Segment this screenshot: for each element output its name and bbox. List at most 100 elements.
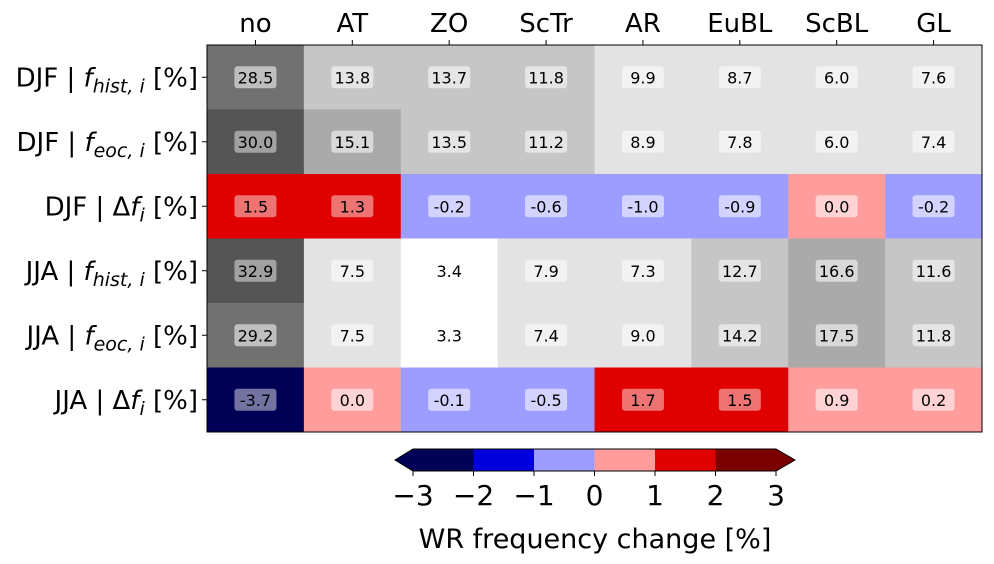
cell-value-label: 11.8	[916, 326, 952, 345]
cell-label-box	[912, 195, 955, 218]
cell-label-box	[718, 130, 761, 153]
cell-label-box	[815, 324, 858, 347]
cell-value-label: 1.7	[630, 391, 655, 410]
cell-label-box	[621, 130, 664, 153]
cell-value-label: -0.2	[434, 197, 465, 216]
row-label: DJF | feoc, i [%]	[17, 128, 198, 162]
column-label: EuBL	[707, 9, 773, 39]
cell-label-box	[331, 130, 374, 153]
cell-value-label: 16.6	[819, 262, 855, 281]
cell-label-box	[815, 130, 858, 153]
cell-label-box	[525, 324, 568, 347]
cell-value-label: 8.9	[630, 133, 655, 152]
cell-value-label: 6.0	[824, 68, 849, 87]
heatmap-cell-labels: 28.5 13.8 13.7 11.8 9.9 8.7 6.0 7.6 30.0 15.1 13.5…	[234, 66, 955, 411]
cell-value-label: 17.5	[819, 326, 855, 345]
column-label: AR	[625, 9, 661, 39]
cell-label-box	[331, 66, 374, 89]
colorbar-tick-label: 1	[646, 479, 664, 512]
row-label: JJA | feoc, i [%]	[24, 321, 198, 355]
cell-label-box	[525, 195, 568, 218]
heatmap-cell	[207, 109, 305, 175]
cell-label-box	[525, 259, 568, 282]
cell-value-label: 11.2	[528, 133, 564, 152]
cell-value-label: 30.0	[238, 133, 274, 152]
cell-value-label: 7.5	[340, 326, 365, 345]
cell-value-label: 12.7	[722, 262, 758, 281]
colorbar-segment	[473, 449, 535, 471]
cell-label-box	[234, 259, 277, 282]
cell-label-box	[718, 66, 761, 89]
cell-value-label: 7.5	[340, 262, 365, 281]
heatmap-cells	[207, 45, 983, 433]
colorbar-tick-label: 3	[767, 479, 785, 512]
cell-value-label: 7.6	[921, 68, 946, 87]
column-label: ScBL	[805, 9, 869, 39]
cell-label-box	[912, 259, 955, 282]
cell-label-box	[912, 66, 955, 89]
cell-value-label: -0.6	[530, 197, 561, 216]
cell-label-box	[621, 324, 664, 347]
cell-value-label: 15.1	[335, 133, 371, 152]
colorbar-label: WR frequency change [%]	[419, 524, 772, 555]
cell-label-box	[234, 195, 277, 218]
cell-value-label: -0.1	[434, 391, 465, 410]
cell-value-label: 32.9	[238, 262, 274, 281]
cell-value-label: 0.2	[921, 391, 946, 410]
column-label: ZO	[430, 9, 468, 39]
cell-label-box	[428, 388, 471, 411]
cell-value-label: 1.3	[340, 197, 365, 216]
cell-value-label: 3.4	[436, 262, 461, 281]
cell-label-box	[621, 195, 664, 218]
heatmap-cell	[400, 238, 499, 304]
colorbar-segment	[413, 449, 474, 471]
cell-label-box	[234, 388, 277, 411]
cell-label-box	[428, 66, 471, 89]
cell-label-box	[621, 388, 664, 411]
heatmap-cell	[207, 367, 305, 433]
cell-label-box	[815, 388, 858, 411]
row-label: DJF | fhist, i [%]	[16, 63, 198, 97]
cell-label-box	[525, 130, 568, 153]
cell-value-label: 13.7	[431, 68, 467, 87]
cell-value-label: 1.5	[727, 391, 752, 410]
cell-value-label: -3.7	[240, 391, 271, 410]
heatmap-cell	[400, 303, 499, 368]
cell-value-label: 14.2	[722, 326, 758, 345]
cell-label-box	[331, 259, 374, 282]
column-label: ScTr	[519, 9, 573, 39]
cell-value-label: 7.8	[727, 133, 752, 152]
cell-label-box	[912, 130, 955, 153]
cell-label-box	[621, 66, 664, 89]
row-label: JJA | Δfi [%]	[53, 386, 198, 420]
cell-label-box	[234, 66, 277, 89]
cell-value-label: -0.5	[530, 391, 561, 410]
colorbar-segment	[655, 449, 716, 471]
cell-label-box	[331, 388, 374, 411]
cell-value-label: 6.0	[824, 133, 849, 152]
colorbar-under-arrow	[395, 449, 413, 471]
cell-value-label: 7.3	[630, 262, 655, 281]
row-label: DJF | Δfi [%]	[45, 192, 198, 226]
colorbar-tick-label: −2	[453, 479, 494, 512]
cell-value-label: 11.6	[916, 262, 952, 281]
heatmap-cell	[594, 367, 692, 433]
cell-label-box	[718, 195, 761, 218]
column-label: no	[239, 9, 271, 39]
cell-value-label: 8.7	[727, 68, 752, 87]
cell-label-box	[234, 130, 277, 153]
cell-label-box	[912, 388, 955, 411]
colorbar: −3 −2 −1 0 1 2 3	[392, 448, 796, 512]
cell-label-box	[718, 259, 761, 282]
cell-label-box	[718, 324, 761, 347]
column-labels: no AT ZO ScTr AR EuBL ScBL GL	[239, 9, 951, 45]
cell-value-label: 3.3	[436, 326, 461, 345]
cell-value-label: 0.9	[824, 391, 849, 410]
cell-value-label: 9.0	[630, 326, 655, 345]
cell-label-box	[815, 66, 858, 89]
cell-value-label: -0.2	[918, 197, 949, 216]
colorbar-segment	[715, 449, 777, 471]
cell-label-box	[718, 388, 761, 411]
cell-value-label: 0.0	[824, 197, 849, 216]
